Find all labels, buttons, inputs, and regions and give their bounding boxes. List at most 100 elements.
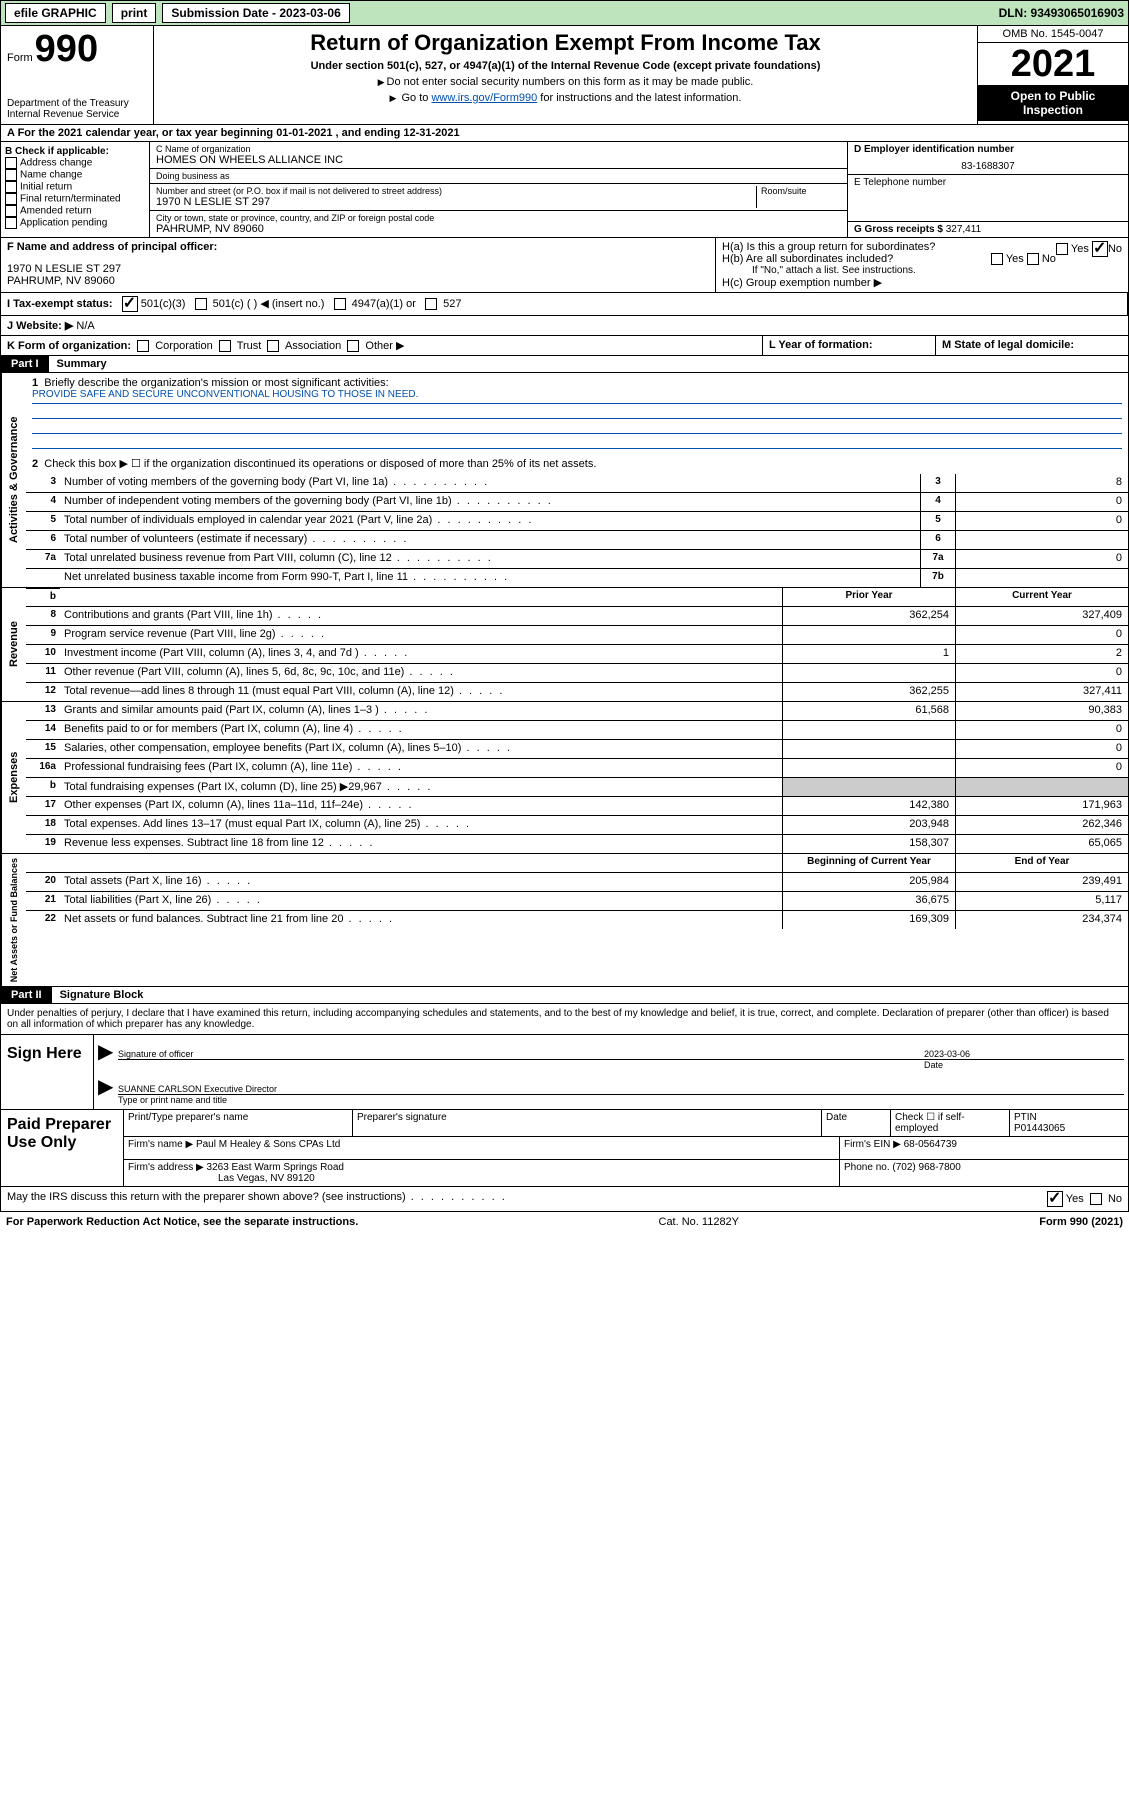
row-num: 22 <box>26 911 60 929</box>
footer-left: For Paperwork Reduction Act Notice, see … <box>6 1216 358 1228</box>
city-label: City or town, state or province, country… <box>156 213 841 223</box>
row-a-period: A For the 2021 calendar year, or tax yea… <box>0 125 1129 142</box>
officer-name: SUANNE CARLSON Executive Director <box>118 1084 277 1094</box>
prior-value: 362,255 <box>782 683 955 701</box>
date-label: Date <box>924 1060 1124 1070</box>
current-value: 0 <box>955 664 1128 682</box>
mission-text: PROVIDE SAFE AND SECURE UNCONVENTIONAL H… <box>32 389 1122 404</box>
part1-title: Summary <box>49 356 115 372</box>
row-desc: Total unrelated business revenue from Pa… <box>60 550 920 568</box>
row-j-website: J Website: ▶ N/A <box>0 316 1129 336</box>
firm-addr2: Las Vegas, NV 89120 <box>128 1173 835 1184</box>
table-row: 16a Professional fundraising fees (Part … <box>26 759 1128 778</box>
print-button[interactable]: print <box>112 3 157 23</box>
firm-addr1: 3263 East Warm Springs Road <box>207 1162 344 1173</box>
dba-label: Doing business as <box>156 171 841 181</box>
table-row: 18 Total expenses. Add lines 13–17 (must… <box>26 816 1128 835</box>
form-header: Form 990 Department of the Treasury Inte… <box>0 26 1129 125</box>
rev-header-row: b Prior Year Current Year <box>26 588 1128 607</box>
table-row: 5 Total number of individuals employed i… <box>26 512 1128 531</box>
submission-date: Submission Date - 2023-03-06 <box>162 3 349 23</box>
footer-mid: Cat. No. 11282Y <box>358 1216 1039 1228</box>
row-value: 0 <box>955 512 1128 530</box>
row-num <box>26 569 60 587</box>
table-row: 4 Number of independent voting members o… <box>26 493 1128 512</box>
officer-addr1: 1970 N LESLIE ST 297 <box>7 263 709 275</box>
street-label: Number and street (or P.O. box if mail i… <box>156 186 756 196</box>
end-year-header: End of Year <box>955 854 1128 872</box>
table-row: 8 Contributions and grants (Part VIII, l… <box>26 607 1128 626</box>
chk-other[interactable] <box>347 340 359 352</box>
row-i-tax-exempt: I Tax-exempt status: 501(c)(3) 501(c) ( … <box>0 293 1129 316</box>
chk-amended-return[interactable] <box>5 205 17 217</box>
table-row: 11 Other revenue (Part VIII, column (A),… <box>26 664 1128 683</box>
chk-trust[interactable] <box>219 340 231 352</box>
chk-assoc[interactable] <box>267 340 279 352</box>
part1-label: Part I <box>1 356 49 372</box>
row-desc: Grants and similar amounts paid (Part IX… <box>60 702 782 720</box>
chk-hb-no[interactable] <box>1027 253 1039 265</box>
preparer-title: Paid Preparer Use Only <box>1 1110 124 1186</box>
chk-corp[interactable] <box>137 340 149 352</box>
chk-name-change[interactable] <box>5 169 17 181</box>
row-desc: Professional fundraising fees (Part IX, … <box>60 759 782 777</box>
row-desc: Benefits paid to or for members (Part IX… <box>60 721 782 739</box>
current-year-header: Current Year <box>955 588 1128 606</box>
prior-year-header: Prior Year <box>782 588 955 606</box>
chk-discuss-yes[interactable] <box>1047 1191 1063 1207</box>
tax-exempt-label: I Tax-exempt status: <box>7 298 113 310</box>
row-num: b <box>26 778 60 796</box>
footer-right: Form 990 (2021) <box>1039 1216 1123 1228</box>
row-num: 9 <box>26 626 60 644</box>
irs-link[interactable]: www.irs.gov/Form990 <box>431 92 537 104</box>
prior-value: 36,675 <box>782 892 955 910</box>
header-mid: Return of Organization Exempt From Incom… <box>154 26 977 124</box>
phone-value: (702) 968-7800 <box>892 1162 960 1173</box>
chk-initial-return[interactable] <box>5 181 17 193</box>
form-note-1: Do not enter social security numbers on … <box>158 76 973 88</box>
row-desc: Contributions and grants (Part VIII, lin… <box>60 607 782 625</box>
row-desc: Net assets or fund balances. Subtract li… <box>60 911 782 929</box>
phone-label: Phone no. <box>844 1162 890 1173</box>
table-row: 21 Total liabilities (Part X, line 26) 3… <box>26 892 1128 911</box>
goto-pre: Go to <box>402 92 432 104</box>
part2-header: Part II Signature Block <box>0 987 1129 1004</box>
chk-ha-no[interactable] <box>1092 241 1108 257</box>
row-desc: Total expenses. Add lines 13–17 (must eq… <box>60 816 782 834</box>
prep-sig-header: Preparer's signature <box>353 1110 822 1136</box>
chk-discuss-no[interactable] <box>1090 1193 1102 1205</box>
chk-501c[interactable] <box>195 298 207 310</box>
row-value: 0 <box>955 493 1128 511</box>
row-value <box>955 531 1128 549</box>
section-bcd: B Check if applicable: Address change Na… <box>0 142 1129 238</box>
expenses-section: Expenses 13 Grants and similar amounts p… <box>0 702 1129 854</box>
prior-value <box>782 759 955 777</box>
current-value: 0 <box>955 721 1128 739</box>
chk-4947[interactable] <box>334 298 346 310</box>
chk-ha-yes[interactable] <box>1056 243 1068 255</box>
revenue-section: Revenue b Prior Year Current Year 8 Cont… <box>0 588 1129 702</box>
chk-final-return[interactable] <box>5 193 17 205</box>
chk-app-pending[interactable] <box>5 217 17 229</box>
row-num: 15 <box>26 740 60 758</box>
chk-501c3[interactable] <box>122 296 138 312</box>
year-formation-label: L Year of formation: <box>769 339 873 351</box>
discuss-row: May the IRS discuss this return with the… <box>1 1186 1128 1211</box>
dln-label: DLN: 93493065016903 <box>999 6 1124 20</box>
current-value: 0 <box>955 759 1128 777</box>
row-desc: Other revenue (Part VIII, column (A), li… <box>60 664 782 682</box>
chk-address-change[interactable] <box>5 157 17 169</box>
chk-hb-yes[interactable] <box>991 253 1003 265</box>
chk-527[interactable] <box>425 298 437 310</box>
row-num: 10 <box>26 645 60 663</box>
form-note-2: Go to www.irs.gov/Form990 for instructio… <box>158 92 973 104</box>
prior-value: 205,984 <box>782 873 955 891</box>
row-num: 14 <box>26 721 60 739</box>
website-value: N/A <box>76 320 94 332</box>
row-box: 7a <box>920 550 955 568</box>
sign-arrow-2: ▶ <box>98 1074 118 1105</box>
tax-year: 2021 <box>978 43 1128 85</box>
firm-ein: 68-0564739 <box>904 1139 957 1150</box>
goto-post: for instructions and the latest informat… <box>540 92 741 104</box>
current-value: 327,411 <box>955 683 1128 701</box>
